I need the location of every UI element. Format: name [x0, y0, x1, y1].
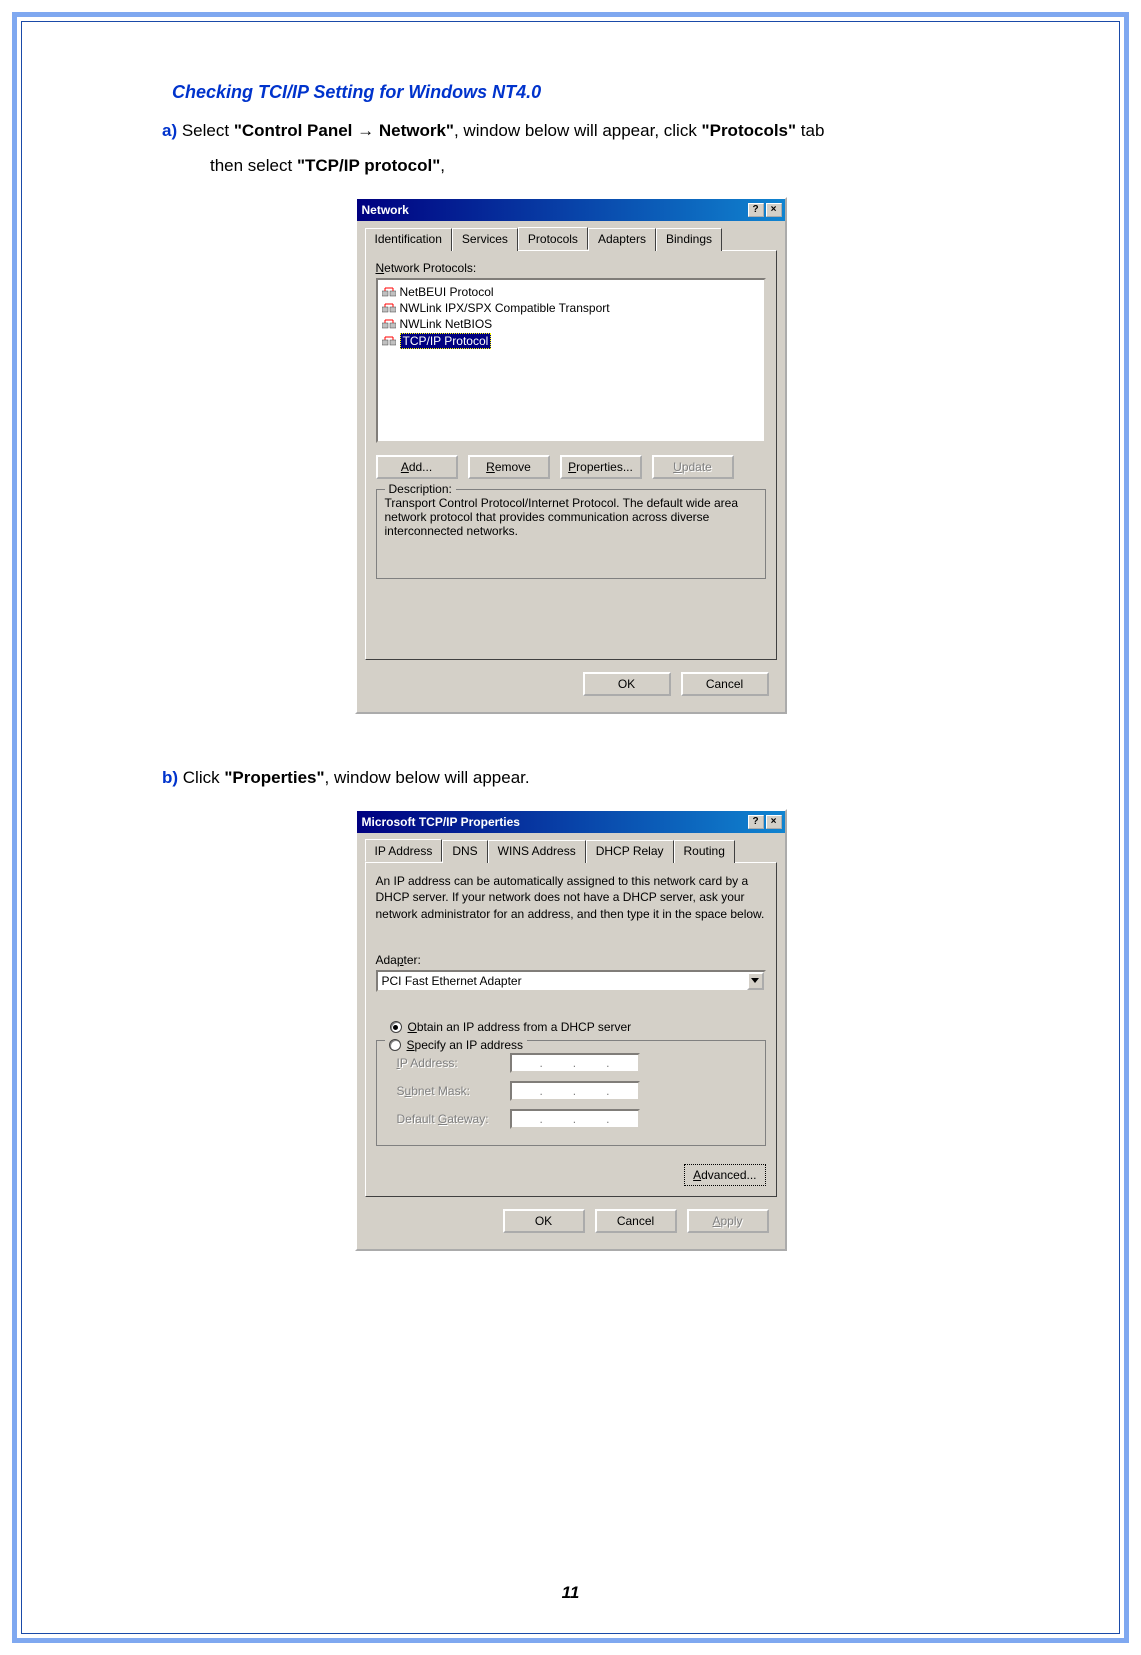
- tab-dhcp-relay[interactable]: DHCP Relay: [586, 840, 674, 863]
- update-button[interactable]: Update: [652, 455, 734, 479]
- network-dialog: Network ? × Identification Services Prot…: [355, 197, 787, 714]
- row-subnet: Subnet Mask: ...: [397, 1081, 757, 1101]
- adapter-combo[interactable]: PCI Fast Ethernet Adapter: [376, 970, 766, 992]
- row-ip-address: IP Address: ...: [397, 1053, 757, 1073]
- tab-wins[interactable]: WINS Address: [488, 840, 586, 863]
- doc-heading: Checking TCI/IP Setting for Windows NT4.…: [172, 82, 1039, 103]
- titlebar-title: Network: [360, 203, 746, 217]
- help-button[interactable]: ?: [748, 815, 764, 829]
- titlebar: Network ? ×: [357, 199, 785, 221]
- radio-icon: [389, 1039, 401, 1051]
- protocol-item[interactable]: NetBEUI Protocol: [382, 284, 760, 300]
- tab-bindings[interactable]: Bindings: [656, 228, 722, 251]
- specify-group: Specify an IP address IP Address: ... Su…: [376, 1040, 766, 1146]
- step-b-label: b): [162, 768, 178, 787]
- radio-dhcp[interactable]: Obtain an IP address from a DHCP server: [390, 1020, 766, 1034]
- description-text: Transport Control Protocol/Internet Prot…: [385, 496, 757, 538]
- protocol-icon: [382, 317, 396, 331]
- protocol-label: NWLink IPX/SPX Compatible Transport: [400, 301, 610, 315]
- tab-row: IP Address DNS WINS Address DHCP Relay R…: [365, 839, 777, 863]
- add-button[interactable]: Add...: [376, 455, 458, 479]
- ip-note: An IP address can be automatically assig…: [376, 873, 766, 923]
- advanced-button[interactable]: Advanced...: [684, 1164, 765, 1186]
- tab-panel-protocols: Network Protocols: NetBEUI Protocol NWLin…: [365, 250, 777, 660]
- protocol-icon: [382, 285, 396, 299]
- protocol-label: TCP/IP Protocol: [400, 333, 492, 349]
- row-gateway: Default Gateway: ...: [397, 1109, 757, 1129]
- tab-dns[interactable]: DNS: [442, 840, 487, 863]
- protocol-item[interactable]: TCP/IP Protocol: [382, 332, 760, 350]
- tab-row: Identification Services Protocols Adapte…: [365, 227, 777, 251]
- tab-services[interactable]: Services: [452, 228, 518, 251]
- tab-identification[interactable]: Identification: [365, 228, 452, 251]
- properties-button[interactable]: Properties...: [560, 455, 642, 479]
- tab-panel-ip: An IP address can be automatically assig…: [365, 862, 777, 1197]
- page-number: 11: [22, 1583, 1119, 1603]
- apply-button[interactable]: Apply: [687, 1209, 769, 1233]
- tab-ip-address[interactable]: IP Address: [365, 839, 443, 862]
- ok-button[interactable]: OK: [583, 672, 671, 696]
- protocol-icon: [382, 301, 396, 315]
- radio-dhcp-label: Obtain an IP address from a DHCP server: [408, 1020, 632, 1034]
- step-b-line: b) Click "Properties", window below will…: [162, 764, 1039, 793]
- input-gw[interactable]: ...: [510, 1109, 640, 1129]
- label-mask: Subnet Mask:: [397, 1084, 502, 1098]
- close-button[interactable]: ×: [766, 203, 782, 217]
- input-mask[interactable]: ...: [510, 1081, 640, 1101]
- protocol-label: NetBEUI Protocol: [400, 285, 494, 299]
- tab-adapters[interactable]: Adapters: [588, 228, 656, 251]
- step-a-line1: a) Select "Control Panel → Network", win…: [162, 117, 1039, 146]
- radio-icon: [390, 1021, 402, 1033]
- radio-specify[interactable]: Specify an IP address: [385, 1038, 528, 1052]
- protocol-icon: [382, 334, 396, 348]
- step-a-line2: then select "TCP/IP protocol",: [210, 152, 1039, 181]
- tab-protocols[interactable]: Protocols: [518, 227, 588, 250]
- radio-specify-label: Specify an IP address: [407, 1038, 524, 1052]
- protocol-item[interactable]: NWLink IPX/SPX Compatible Transport: [382, 300, 760, 316]
- close-button[interactable]: ×: [766, 815, 782, 829]
- label-ip: IP Address:: [397, 1056, 502, 1070]
- titlebar-title: Microsoft TCP/IP Properties: [360, 815, 746, 829]
- input-ip[interactable]: ...: [510, 1053, 640, 1073]
- dropdown-icon[interactable]: [747, 972, 764, 990]
- step-a-label: a): [162, 121, 177, 140]
- tcpip-properties-dialog: Microsoft TCP/IP Properties ? × IP Addre…: [355, 809, 787, 1251]
- adapter-label: Adapter:: [376, 953, 766, 967]
- cancel-button[interactable]: Cancel: [595, 1209, 677, 1233]
- titlebar: Microsoft TCP/IP Properties ? ×: [357, 811, 785, 833]
- cancel-button[interactable]: Cancel: [681, 672, 769, 696]
- protocol-list[interactable]: NetBEUI Protocol NWLink IPX/SPX Compatibl…: [376, 278, 766, 443]
- help-button[interactable]: ?: [748, 203, 764, 217]
- label-gw: Default Gateway:: [397, 1112, 502, 1126]
- ok-button[interactable]: OK: [503, 1209, 585, 1233]
- list-label: Network Protocols:: [376, 261, 766, 275]
- protocol-label: NWLink NetBIOS: [400, 317, 493, 331]
- remove-button[interactable]: Remove: [468, 455, 550, 479]
- description-group: Transport Control Protocol/Internet Prot…: [376, 489, 766, 579]
- tab-routing[interactable]: Routing: [674, 840, 735, 863]
- protocol-item[interactable]: NWLink NetBIOS: [382, 316, 760, 332]
- adapter-value: PCI Fast Ethernet Adapter: [378, 974, 747, 988]
